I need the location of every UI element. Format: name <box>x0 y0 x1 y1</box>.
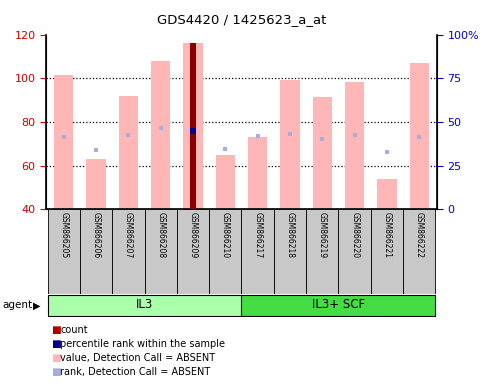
Bar <box>306 209 339 294</box>
Bar <box>313 97 332 209</box>
Text: GSM866207: GSM866207 <box>124 212 133 258</box>
Bar <box>151 61 170 209</box>
Bar <box>345 81 364 209</box>
Bar <box>190 43 196 209</box>
Bar <box>184 43 203 209</box>
Bar <box>47 295 242 316</box>
Text: IL3+ SCF: IL3+ SCF <box>312 298 365 311</box>
Text: IL3: IL3 <box>136 298 153 311</box>
Bar <box>47 209 80 294</box>
Text: GSM866219: GSM866219 <box>318 212 327 258</box>
Text: count: count <box>60 325 88 335</box>
Bar <box>119 96 138 209</box>
Bar <box>242 209 274 294</box>
Text: GSM866209: GSM866209 <box>188 212 198 258</box>
Text: GSM866205: GSM866205 <box>59 212 68 258</box>
Text: ▶: ▶ <box>33 300 41 310</box>
Bar <box>215 155 235 209</box>
Bar <box>280 80 299 209</box>
Bar <box>112 209 144 294</box>
Text: GSM866217: GSM866217 <box>253 212 262 258</box>
Bar <box>410 63 429 209</box>
Text: rank, Detection Call = ABSENT: rank, Detection Call = ABSENT <box>60 367 211 377</box>
Bar <box>144 209 177 294</box>
Text: ■: ■ <box>51 325 60 335</box>
Bar <box>248 137 268 209</box>
Bar <box>274 209 306 294</box>
Text: ■: ■ <box>51 353 60 363</box>
Text: GSM866221: GSM866221 <box>383 212 392 258</box>
Bar <box>209 209 242 294</box>
Text: GSM866206: GSM866206 <box>91 212 100 258</box>
Bar <box>86 159 106 209</box>
Bar <box>177 209 209 294</box>
Text: GSM866210: GSM866210 <box>221 212 230 258</box>
Bar <box>371 209 403 294</box>
Text: percentile rank within the sample: percentile rank within the sample <box>60 339 226 349</box>
Bar <box>54 75 73 209</box>
Bar <box>403 209 436 294</box>
Text: ■: ■ <box>51 367 60 377</box>
Text: value, Detection Call = ABSENT: value, Detection Call = ABSENT <box>60 353 215 363</box>
Bar <box>242 295 436 316</box>
Bar <box>339 209 371 294</box>
Text: agent: agent <box>2 300 32 310</box>
Text: GDS4420 / 1425623_a_at: GDS4420 / 1425623_a_at <box>157 13 326 26</box>
Bar <box>377 179 397 209</box>
Text: ■: ■ <box>51 339 60 349</box>
Text: GSM866218: GSM866218 <box>285 212 295 258</box>
Text: GSM866208: GSM866208 <box>156 212 165 258</box>
Text: GSM866222: GSM866222 <box>415 212 424 258</box>
Text: GSM866220: GSM866220 <box>350 212 359 258</box>
Bar <box>80 209 112 294</box>
